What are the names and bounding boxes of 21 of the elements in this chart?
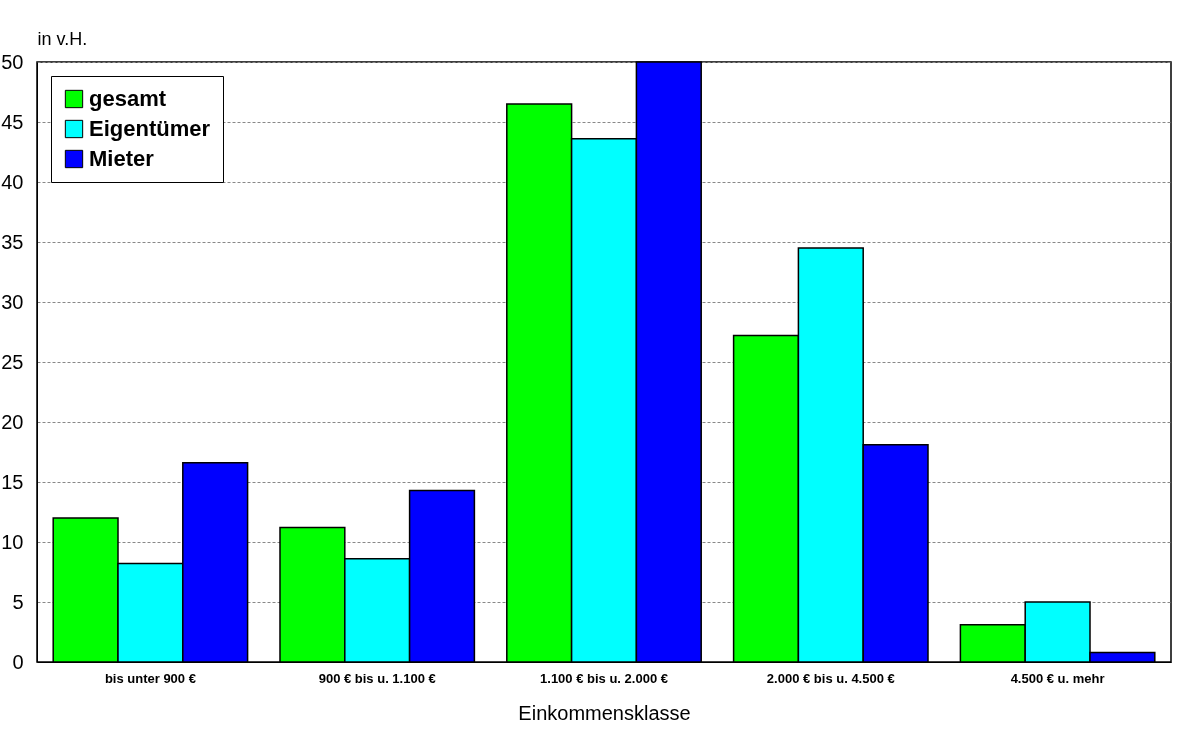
- legend-label: gesamt: [89, 86, 167, 111]
- y-tick-label: 0: [12, 650, 24, 673]
- y-tick-label: 10: [1, 530, 24, 553]
- y-tick-label: 25: [1, 350, 24, 373]
- x-tick-label: 2.000 € bis u. 4.500 €: [766, 670, 895, 686]
- y-tick-label: 30: [1, 290, 24, 313]
- y-tick-label: 45: [1, 110, 24, 133]
- y-axis-title: in v.H.: [37, 28, 88, 49]
- x-tick-label: 900 € bis u. 1.100 €: [318, 670, 436, 686]
- y-tick-label: 15: [1, 470, 24, 493]
- y-tick-label: 20: [1, 410, 24, 433]
- x-axis-title: Einkommensklasse: [518, 701, 691, 724]
- y-tick-label: 50: [1, 50, 24, 73]
- x-tick-label: bis unter 900 €: [104, 670, 196, 686]
- x-tick-label: 4.500 € u. mehr: [1010, 670, 1105, 686]
- legend-label: Mieter: [89, 146, 155, 171]
- y-tick-label: 40: [1, 170, 24, 193]
- y-tick-label: 35: [1, 230, 24, 253]
- x-tick-label: 1.100 € bis u. 2.000 €: [540, 670, 668, 686]
- y-tick-label: 5: [12, 590, 24, 613]
- legend-label: Eigentümer: [89, 116, 211, 141]
